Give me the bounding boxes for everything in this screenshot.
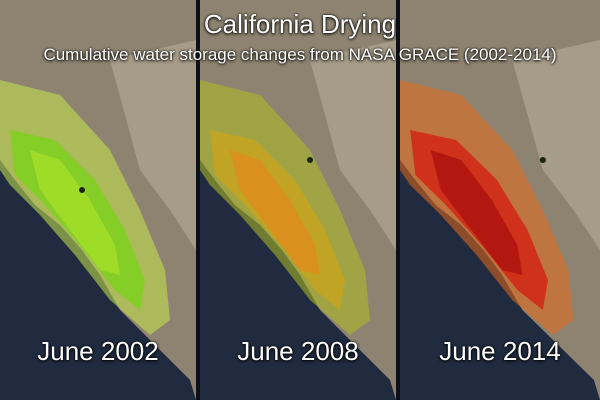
panel-divider bbox=[196, 0, 200, 400]
panel-divider bbox=[396, 0, 400, 400]
figure-subtitle: Cumulative water storage changes from NA… bbox=[43, 45, 557, 64]
map-panel-2002: June 2002 bbox=[0, 0, 196, 400]
storage-overlay-core bbox=[30, 150, 120, 275]
storage-overlay-core bbox=[230, 150, 320, 275]
lake-marker bbox=[539, 157, 546, 163]
california-map-2008 bbox=[200, 0, 396, 400]
map-panel-2008: June 2008 bbox=[200, 0, 396, 400]
california-map-2014 bbox=[400, 0, 600, 400]
lake-marker bbox=[307, 157, 313, 163]
map-panel-2014: June 2014 bbox=[400, 0, 600, 400]
panel-label-2014: June 2014 bbox=[439, 336, 561, 366]
california-map-2002 bbox=[0, 0, 196, 400]
figure-title: California Drying bbox=[203, 9, 397, 39]
panel-label-2002: June 2002 bbox=[37, 336, 159, 366]
lake-marker bbox=[79, 187, 85, 193]
panel-label-2008: June 2008 bbox=[237, 336, 359, 366]
storage-overlay-core bbox=[430, 150, 523, 275]
